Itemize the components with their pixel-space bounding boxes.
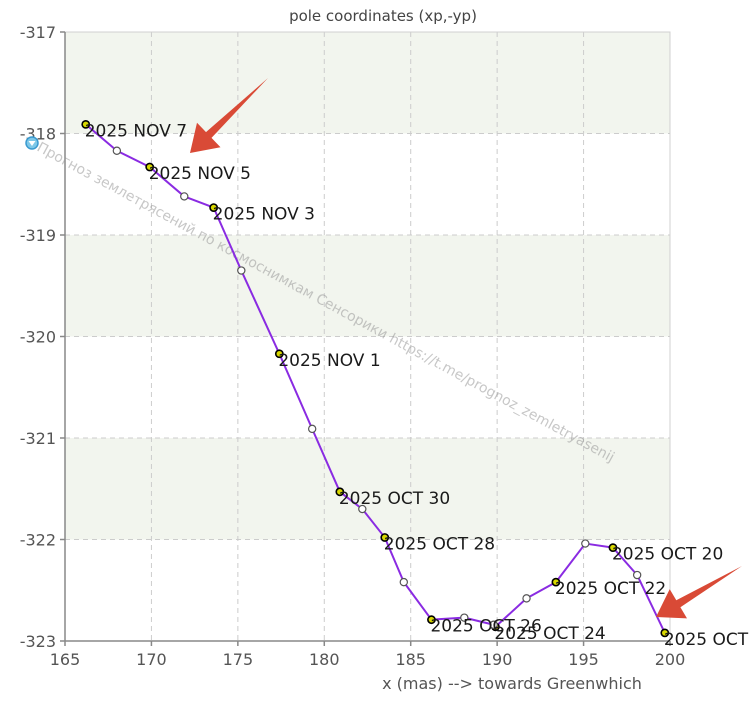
background-band — [65, 438, 670, 540]
y-tick-label: -322 — [20, 531, 56, 550]
y-tick-labels: -317-318-319-320-321-322-323 — [20, 23, 56, 651]
series-line — [85, 123, 666, 634]
data-point — [460, 613, 469, 622]
point-label: 2025 OCT 22 — [555, 579, 666, 599]
data-point — [522, 594, 531, 603]
labeled-data-point — [608, 543, 618, 553]
x-tick-label: 200 — [655, 650, 686, 669]
x-tick-label: 195 — [568, 650, 599, 669]
axes — [60, 31, 671, 646]
x-tick-label: 165 — [50, 650, 81, 669]
point-label: 2025 NOV 1 — [278, 351, 380, 371]
y-tick-label: -320 — [20, 328, 56, 347]
point-labels: 2025 OCT 2025 OCT 20 2025 OCT 22 2025 OCT 2… — [85, 121, 749, 650]
x-axis-label: x (mas) --> towards Greenwhich — [382, 674, 642, 693]
point-label: 2025 OCT — [664, 630, 749, 650]
y-tick-label: -323 — [20, 632, 56, 651]
labeled-data-point — [81, 119, 91, 129]
labeled-data-point — [209, 203, 219, 212]
background-band — [65, 32, 670, 134]
data-point — [399, 577, 408, 587]
data-point — [237, 266, 246, 275]
data-point — [112, 146, 122, 155]
point-label: 2025 OCT 24 — [494, 624, 605, 644]
labeled-data-point — [380, 533, 390, 542]
series-points — [81, 119, 670, 638]
background-band — [65, 235, 670, 337]
point-label: 2025 OCT 26 — [430, 617, 541, 637]
point-label: 2025 OCT 20 — [612, 545, 723, 565]
labeled-data-point — [145, 162, 155, 172]
data-point — [358, 504, 367, 514]
point-label: 2025 NOV 5 — [149, 164, 251, 184]
x-tick-label: 185 — [395, 650, 426, 669]
y-tick-label: -319 — [20, 226, 56, 245]
arrow-annotation-bottom — [656, 566, 742, 619]
x-tick-label: 180 — [309, 650, 340, 669]
data-point — [581, 539, 590, 548]
plot-bands — [65, 32, 670, 540]
series-polyline — [85, 123, 666, 634]
x-tick-label: 190 — [482, 650, 513, 669]
labeled-data-point — [427, 615, 436, 625]
annotation-arrows — [190, 78, 742, 619]
data-point — [180, 192, 189, 201]
chart-title: pole coordinates (xp,-yp) — [289, 7, 477, 25]
point-label: 2025 NOV 3 — [213, 205, 315, 225]
y-tick-label: -321 — [20, 429, 56, 448]
labeled-data-point — [335, 487, 345, 497]
y-tick-label: -317 — [20, 23, 56, 42]
x-tick-label: 170 — [136, 650, 167, 669]
data-point — [632, 570, 642, 580]
x-tick-label: 175 — [223, 650, 254, 669]
x-tick-labels: 165 170 175 180 185 190 195 200 — [50, 650, 686, 669]
labeled-data-point — [274, 349, 284, 359]
left-marker-icon — [25, 136, 39, 150]
data-point — [307, 424, 317, 434]
point-label: 2025 OCT 28 — [384, 534, 495, 554]
point-label: 2025 NOV 7 — [85, 121, 187, 141]
labeled-data-point — [551, 577, 561, 587]
arrow-annotation-top — [190, 78, 268, 153]
point-label: 2025 OCT 30 — [339, 489, 450, 509]
labeled-data-point — [660, 628, 670, 638]
data-point — [489, 620, 498, 629]
